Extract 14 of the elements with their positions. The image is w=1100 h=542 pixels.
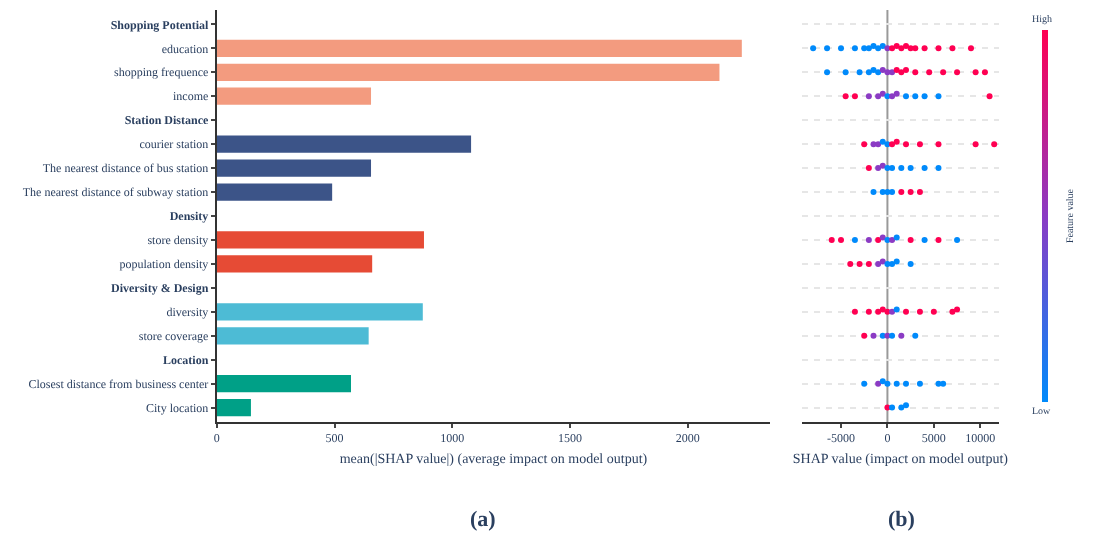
- bar: [216, 255, 373, 273]
- bar: [216, 231, 424, 249]
- bar: [216, 375, 351, 393]
- bar: [216, 87, 372, 105]
- text: (b): [888, 508, 916, 532]
- bar: [216, 303, 423, 321]
- bar: [216, 399, 251, 417]
- bar: [216, 183, 333, 201]
- bar: [216, 159, 372, 177]
- bar: [216, 39, 742, 57]
- bar: [216, 135, 472, 153]
- bar: [216, 327, 369, 345]
- bar: [216, 63, 720, 81]
- text: (a): [470, 508, 497, 532]
